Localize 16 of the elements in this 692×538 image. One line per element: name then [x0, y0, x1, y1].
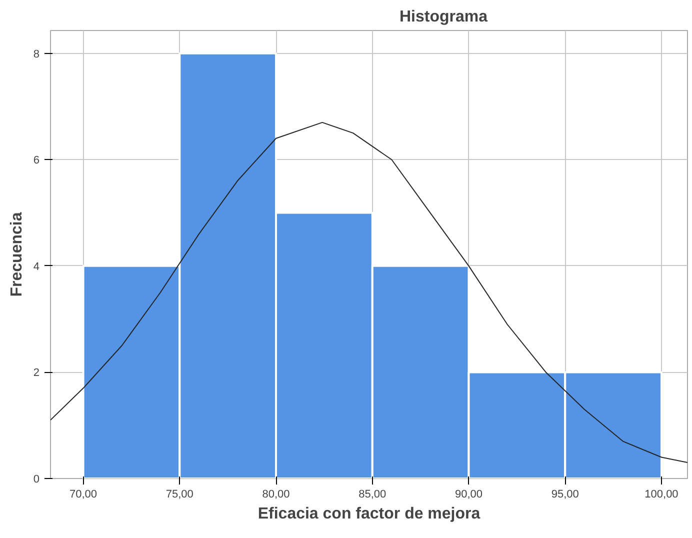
- y-tick-label: 8: [33, 48, 40, 60]
- x-tick-label: 100,00: [644, 488, 678, 500]
- y-tick-label: 2: [33, 367, 40, 380]
- x-tick-label: 85,00: [358, 488, 386, 500]
- y-tick-label: 6: [33, 154, 40, 167]
- line-series: [50, 122, 688, 464]
- x-tick-label: 95,00: [551, 488, 579, 500]
- x-tick-label: 70,00: [70, 488, 98, 500]
- y-axis-title: Frecuencia: [8, 212, 26, 297]
- x-tick-label: 75,00: [166, 488, 194, 500]
- x-tick-label: 90,00: [454, 488, 483, 500]
- y-tick-label: 0: [33, 474, 40, 486]
- y-tick-label: 4: [33, 260, 40, 273]
- x-axis-title: Eficacia con factor de mejora: [258, 506, 480, 522]
- x-tick-label: 80,00: [262, 488, 290, 500]
- chart-title: Histograma: [399, 8, 488, 26]
